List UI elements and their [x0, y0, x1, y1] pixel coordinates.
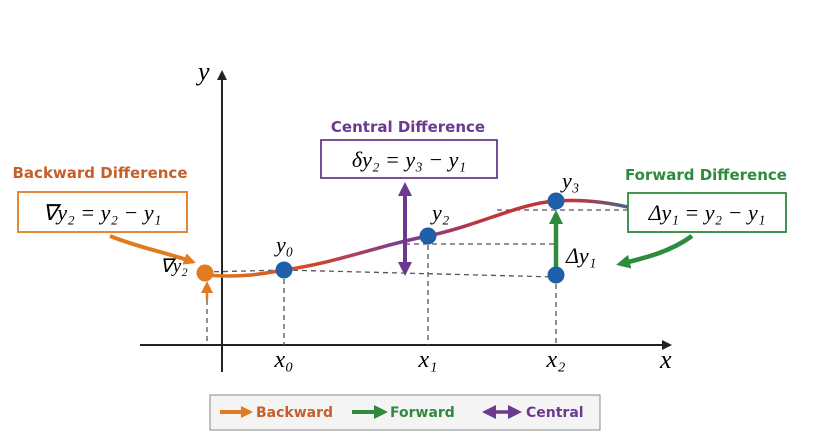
- point: [419, 227, 437, 245]
- forward-box: [627, 192, 787, 233]
- backward-pointer: [109, 234, 196, 265]
- point: [547, 192, 565, 210]
- point-label: y₂: [430, 200, 450, 225]
- x-label: x₀: [274, 347, 294, 373]
- point: [275, 261, 293, 279]
- central-box: [320, 139, 498, 179]
- x-label: x₁: [418, 347, 438, 373]
- x-label: x₂: [546, 347, 566, 373]
- forward-formula: Δy₁ = y₂ − y₁: [648, 200, 766, 225]
- backward-formula: ∇y₂ = y₂ − y₁: [43, 200, 162, 225]
- legend: [209, 394, 601, 431]
- point: [196, 264, 214, 282]
- guide: [204, 269, 285, 273]
- y-axis-label: y: [195, 57, 210, 86]
- forward-title: Forward Difference: [625, 166, 787, 184]
- guide: [283, 269, 557, 278]
- point-label: y₃: [560, 168, 579, 193]
- forward-pointer: [616, 234, 694, 269]
- forward-marker: Δy₁: [565, 243, 596, 268]
- backward-marker: ∇y₂: [160, 256, 188, 277]
- legend-label: Backward: [256, 405, 333, 421]
- backward-title: Backward Difference: [13, 164, 188, 182]
- point: [547, 266, 565, 284]
- x-axis-label: x: [659, 345, 672, 374]
- point-label: y₀: [274, 232, 293, 257]
- backward-box: [17, 191, 188, 233]
- central-formula: δy₂ = y₃ − y₁: [352, 147, 466, 172]
- central-title: Central Difference: [331, 118, 485, 136]
- legend-label: Central: [526, 405, 584, 421]
- legend-label: Forward: [390, 405, 455, 421]
